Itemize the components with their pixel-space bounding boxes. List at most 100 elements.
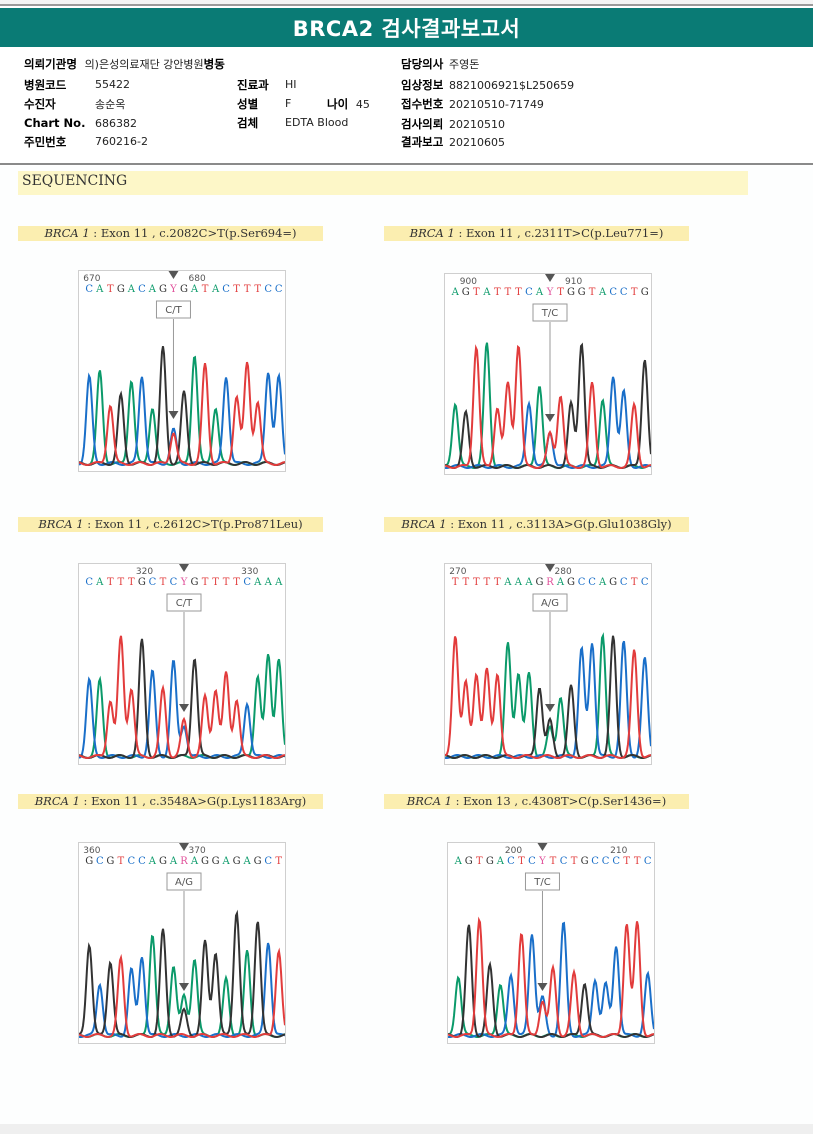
base-call: C [609,287,617,298]
variant-detail: : Exon 11 , c.2082C>T(p.Ser694=) [89,226,297,240]
base-call: A [127,284,136,295]
info-age: 나이 45 [327,97,370,111]
base-call: G [535,577,543,588]
base-call: C [85,577,93,588]
base-call: T [494,577,501,588]
base-call: G [465,856,473,867]
variant-arrow-icon [545,274,555,282]
base-call: A [95,577,104,588]
variant-detail: : Exon 13 , c.4308T>C(p.Ser1436=) [451,794,667,808]
genotype-call: C/T [176,598,193,609]
base-call: C [588,577,596,588]
position-label: 680 [189,274,206,284]
window-top-edge [0,0,813,6]
base-call: T [128,577,135,588]
base-call: T [557,287,564,298]
base-call: A [482,287,491,298]
variant-arrow-icon [168,271,179,279]
base-call: A [211,284,220,295]
base-call: C [149,577,157,588]
position-label: 370 [189,846,206,856]
gene-name: BRCA 1 [34,794,80,808]
base-call: G [159,856,167,867]
base-call: A [454,856,463,867]
base-call: T [452,577,459,588]
genotype-call: A/G [541,598,559,609]
position-label: 910 [565,277,582,287]
base-call: T [494,287,501,298]
base-call: C [620,287,628,298]
trace-G [79,638,285,760]
variant-detail: : Exon 11 , c.2311T>C(p.Leu771=) [454,226,664,240]
peak-marker-icon [168,411,179,419]
base-call: T [118,856,125,867]
base-call: T [160,577,167,588]
base-call: T [233,284,240,295]
variant-arrow-icon [179,564,189,572]
base-call: G [180,284,188,295]
base-call: C [96,856,104,867]
info-department: 진료과 [237,78,269,92]
base-call: T [202,284,209,295]
base-call: G [581,856,589,867]
base-call: G [85,856,93,867]
genotype-call: T/C [533,877,550,888]
base-call: G [117,284,125,295]
base-call: T [473,577,480,588]
base-call: T [589,287,596,298]
base-call: G [609,577,617,588]
position-label: 210 [610,846,627,856]
info-resident-no: 주민번호 [24,135,67,149]
base-call: T [233,577,240,588]
peak-marker-icon [545,414,555,422]
base-call: G [578,287,586,298]
trace-G [448,924,654,1039]
base-call: C [602,856,610,867]
variant-arrow-icon [179,843,189,851]
base-call: T [571,856,578,867]
chromatogram: 900 910 A G T A T T T C A Y T G G T A C C T G T/C [444,273,652,475]
base-call: C [620,577,628,588]
base-call: T [462,577,469,588]
position-label: 900 [460,277,477,287]
position-label: 280 [555,567,572,577]
info-clinical: 임상정보 8821006921$L250659 [401,78,575,92]
base-call: G [138,577,146,588]
info-institution: 의뢰기관명 의)은성의료재단 강안병원병동 [24,57,225,71]
base-call: T [476,856,483,867]
base-call: G [106,856,114,867]
trace-T [79,947,285,1039]
base-call: T [515,287,522,298]
base-call: C [275,284,283,295]
info-sex: 성별 [237,97,259,111]
chromatogram: 320 330 C A T T T G C T C Y G T T T T C A A A C/T [78,563,286,765]
base-call: T [275,856,282,867]
base-call: T [631,577,638,588]
report-header: BRCA2 검사결과보고서 [0,8,813,47]
base-call: A [221,856,230,867]
variant-label: BRCA 1 : Exon 11 , c.2311T>C(p.Leu771=) [384,226,689,241]
base-call: Y [180,577,188,588]
base-call: C [138,856,146,867]
genotype-box [532,593,568,612]
base-call: A [274,577,283,588]
position-label: 360 [83,846,100,856]
gene-name: BRCA 1 [409,226,455,240]
base-call: A [243,856,252,867]
genotype-call: C/T [165,305,182,316]
chromatogram: 670 680 C A T G A C A G Y G A T A C T T T C C C/T [78,270,286,472]
position-label: 200 [505,846,522,856]
base-call: A [524,577,533,588]
base-call: G [486,856,494,867]
base-call: C [170,577,178,588]
peak-marker-icon [179,704,189,712]
trace-G [445,342,651,470]
base-call: R [180,856,188,867]
gene-name: BRCA 1 [406,794,452,808]
base-call: C [525,287,533,298]
base-call: A [148,856,157,867]
variant-detail: : Exon 11 , c.3113A>G(p.Glu1038Gly) [446,517,672,531]
genotype-call: A/G [175,877,193,888]
base-call: T [631,287,638,298]
base-call: R [546,577,554,588]
